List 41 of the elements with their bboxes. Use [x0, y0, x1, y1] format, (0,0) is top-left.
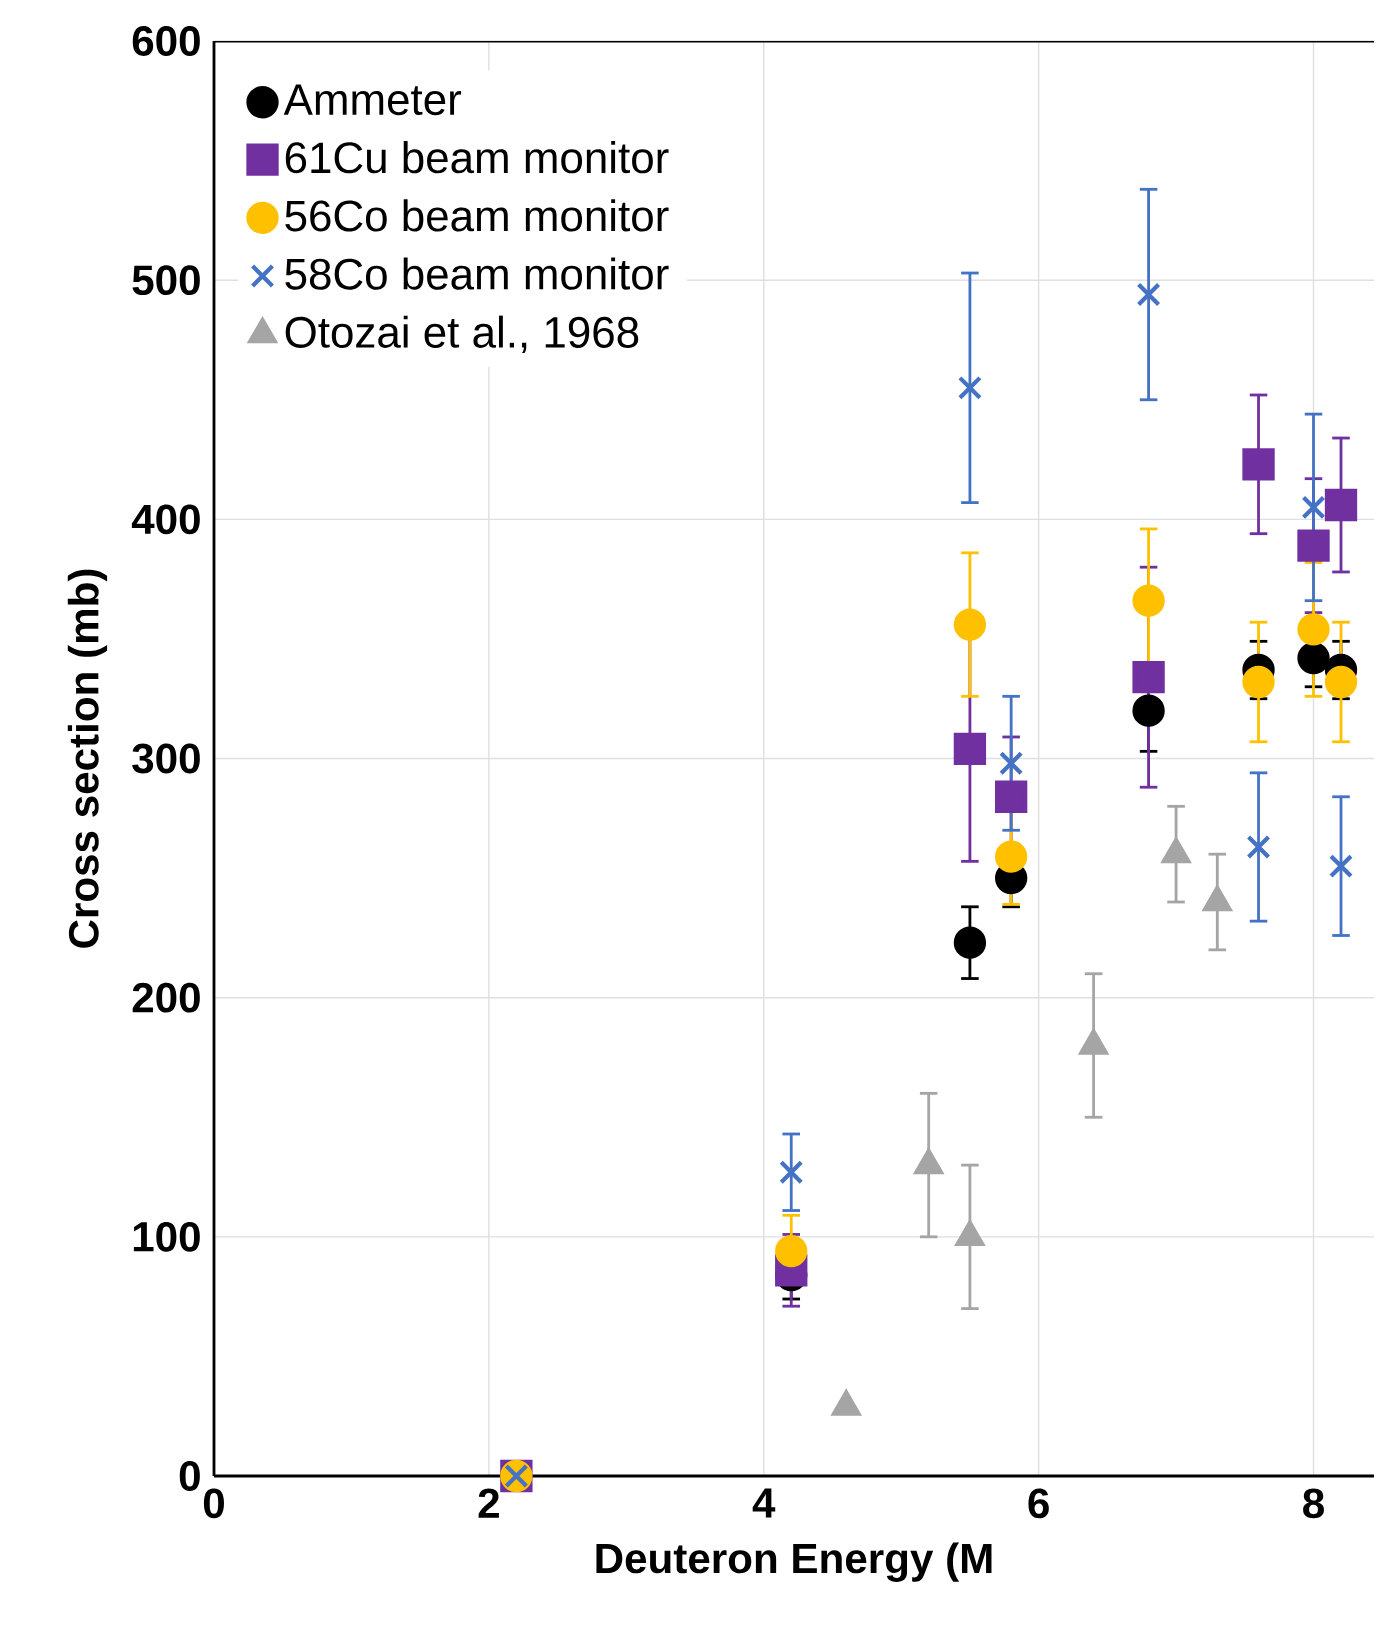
point — [953, 608, 987, 641]
point — [1301, 495, 1326, 520]
legend-label: Otozai et al., 1968 — [285, 315, 639, 354]
point — [1324, 488, 1358, 522]
y-tick-label: 300 — [132, 743, 200, 774]
y-tick-label: 200 — [132, 982, 200, 1013]
point — [994, 780, 1028, 813]
x-tick-label: 4 — [752, 1488, 776, 1518]
point — [1242, 665, 1275, 699]
point — [1132, 584, 1165, 617]
y-tick-label: 400 — [131, 504, 200, 535]
y-tick-label: 500 — [132, 265, 200, 296]
point — [953, 926, 987, 959]
point — [1132, 661, 1165, 694]
y-tick-label: 600 — [132, 26, 200, 56]
point — [1297, 613, 1330, 646]
y-axis-title: Cross section (mb) — [67, 569, 108, 948]
point — [1132, 694, 1165, 727]
point — [775, 1235, 808, 1268]
point — [1297, 641, 1330, 675]
point — [957, 375, 982, 400]
y-tick-label: 100 — [133, 1221, 200, 1252]
x-tick-label: 8 — [1303, 1488, 1324, 1519]
x-tick-label: 0 — [203, 1488, 224, 1519]
point — [1297, 529, 1330, 562]
point — [953, 732, 987, 766]
point — [1242, 448, 1275, 481]
point — [994, 840, 1028, 873]
point — [779, 1160, 804, 1185]
legend-label: 61Cu beam monitor — [285, 141, 669, 174]
y-tick-label: 0 — [179, 1461, 200, 1491]
legend-label: 58Co beam monitor — [285, 257, 669, 290]
legend-label: 56Co beam monitor — [285, 199, 669, 232]
legend-label: Ammeter — [283, 84, 462, 116]
x-axis-title: Deuteron Energy (M — [596, 1542, 992, 1582]
x-tick-label: 6 — [1028, 1488, 1049, 1519]
point — [1328, 854, 1354, 879]
point — [999, 751, 1024, 776]
x-tick-label: 2 — [478, 1488, 499, 1518]
point — [1136, 282, 1161, 307]
point — [1246, 834, 1271, 860]
